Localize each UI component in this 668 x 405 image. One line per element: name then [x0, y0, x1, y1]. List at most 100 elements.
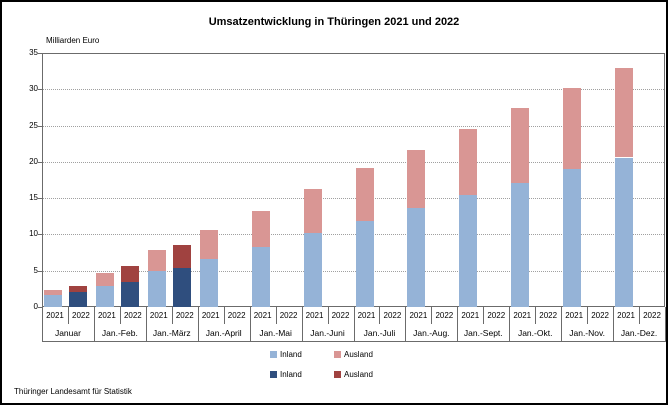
bar-segment-inland-2022 — [120, 281, 139, 307]
category-year-separator — [587, 307, 589, 324]
category-year-label: 2021 — [46, 311, 64, 320]
category-group-label: Jan.-Juni — [310, 328, 345, 338]
category-group-separator — [93, 307, 95, 341]
category-group-label: Jan.-April — [205, 328, 242, 338]
y-axis-tick — [38, 125, 42, 127]
bar-segment-inland-2022 — [172, 267, 191, 307]
category-year-separator — [223, 307, 225, 324]
y-axis-unit-label: Milliarden Euro — [46, 36, 100, 45]
category-year-separator — [431, 307, 433, 324]
legend-label-inland-2021: Inland — [280, 350, 302, 359]
category-year-label: 2022 — [175, 311, 194, 320]
category-year-separator — [639, 307, 641, 324]
bar-segment-inland-2021 — [459, 195, 478, 307]
category-year-separator — [483, 307, 485, 324]
bar-segment-inland-2021 — [615, 157, 634, 307]
bar-segment-ausland-2021 — [303, 188, 322, 233]
legend-label-ausland-2022: Ausland — [344, 370, 373, 379]
bar-segment-ausland-2021 — [407, 149, 426, 209]
y-axis-tick — [38, 234, 42, 236]
category-year-label: 2021 — [305, 311, 324, 320]
gridline-15 — [43, 198, 664, 200]
y-axis-label-5: 5 — [33, 265, 38, 275]
category-year-label: 2021 — [617, 311, 635, 320]
bar-segment-ausland-2022 — [120, 266, 139, 282]
bar-segment-ausland-2021 — [44, 289, 62, 296]
category-year-label: 2021 — [565, 311, 584, 320]
category-year-separator — [379, 307, 381, 324]
y-axis-label-0: 0 — [33, 302, 38, 311]
legend-label-inland-2022: Inland — [280, 370, 302, 379]
category-group-label: Jan.-Mai — [259, 328, 292, 338]
category-group-separator — [613, 307, 615, 341]
category-year-label: 2022 — [643, 311, 661, 320]
bar-segment-ausland-2021 — [147, 249, 166, 271]
category-group-label: Jan.-Aug. — [413, 328, 450, 338]
category-group-label: Jan.-Dez. — [620, 328, 658, 338]
category-year-label: 2022 — [227, 311, 246, 320]
category-group-label: Jan.-März — [152, 328, 191, 338]
source-attribution: Thüringer Landesamt für Statistik — [14, 387, 132, 396]
category-group-separator — [457, 307, 459, 341]
category-group-label: Jan.-Nov. — [569, 328, 605, 338]
bar-segment-ausland-2021 — [511, 108, 530, 183]
chart-title: Umsatzentwicklung in Thüringen 2021 und … — [208, 16, 460, 28]
category-year-label: 2021 — [201, 311, 220, 320]
category-group-separator — [249, 307, 251, 341]
y-axis-tick — [38, 53, 42, 54]
bar-segment-ausland-2021 — [251, 211, 270, 248]
category-year-label: 2021 — [513, 311, 532, 320]
category-year-label: 2021 — [357, 311, 376, 320]
gridline-10 — [43, 234, 664, 236]
category-year-label: 2021 — [149, 311, 168, 320]
bar-segment-inland-2021 — [355, 220, 374, 307]
y-axis-tick — [38, 89, 42, 91]
category-year-separator — [275, 307, 277, 324]
category-year-label: 2021 — [253, 311, 272, 320]
category-year-label: 2022 — [435, 311, 454, 320]
y-axis-label-35: 35 — [29, 48, 38, 57]
category-group-separator — [145, 307, 147, 341]
bar-segment-ausland-2021 — [563, 87, 582, 170]
category-year-label: 2021 — [97, 311, 116, 320]
category-year-separator — [171, 307, 173, 324]
category-group-separator — [405, 307, 407, 341]
bar-segment-ausland-2022 — [172, 244, 191, 268]
category-group-label: Jan.-Juli — [363, 328, 396, 338]
bar-segment-inland-2021 — [303, 232, 322, 307]
legend-swatch-inland-2021 — [270, 351, 277, 358]
category-group-label: Jan.-Okt. — [517, 328, 553, 338]
category-group-separator — [665, 307, 666, 341]
category-group-separator — [301, 307, 303, 341]
gridline-25 — [43, 125, 664, 127]
category-year-separator — [119, 307, 121, 324]
category-year-label: 2021 — [409, 311, 428, 320]
category-group-separator — [561, 307, 563, 341]
bar-segment-inland-2021 — [511, 182, 530, 307]
legend-label-ausland-2021: Ausland — [344, 350, 373, 359]
bar-segment-inland-2021 — [407, 208, 426, 307]
bar-segment-ausland-2021 — [95, 272, 114, 286]
y-axis-label-20: 20 — [29, 156, 38, 166]
y-axis-label-15: 15 — [29, 193, 38, 203]
bar-segment-inland-2021 — [199, 259, 218, 307]
bar-segment-ausland-2021 — [355, 168, 374, 221]
y-axis-label-10: 10 — [29, 229, 38, 239]
bar-segment-ausland-2021 — [615, 67, 634, 158]
y-axis-tick — [38, 270, 42, 272]
legend-swatch-inland-2022 — [270, 371, 277, 378]
category-year-label: 2022 — [487, 311, 506, 320]
legend-swatch-ausland-2022 — [334, 371, 341, 378]
gridline-20 — [43, 161, 664, 163]
gridline-30 — [43, 89, 664, 91]
bar-segment-ausland-2021 — [459, 129, 478, 196]
bar-segment-ausland-2021 — [199, 230, 218, 260]
category-axis-bottom-line — [42, 341, 666, 342]
category-group-separator — [509, 307, 511, 341]
category-group-separator — [42, 307, 43, 341]
category-group-separator — [353, 307, 355, 341]
plot-border — [42, 53, 665, 307]
y-axis-label-25: 25 — [29, 120, 38, 130]
category-group-label: Jan.-Sept. — [463, 328, 503, 338]
